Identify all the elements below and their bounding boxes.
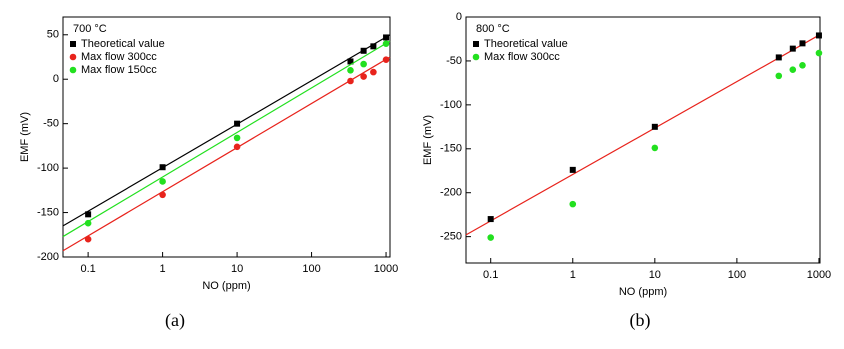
x-tick-label: 1000 (807, 269, 831, 281)
point (382, 40, 390, 47)
point (799, 40, 806, 47)
legend-marker (69, 53, 77, 61)
point (233, 134, 241, 142)
point (815, 49, 823, 57)
fit-line (62, 56, 391, 252)
y-tick-label: -250 (440, 231, 462, 243)
plot-frame (465, 16, 821, 264)
point (159, 191, 166, 199)
y-tick-label: -100 (37, 162, 59, 174)
fit-line (62, 40, 391, 238)
legend-label: Max flow 300cc (484, 51, 560, 63)
point (815, 32, 822, 39)
point (360, 60, 367, 68)
y-tick-label: -100 (440, 99, 462, 111)
y-tick-label: -200 (37, 251, 59, 263)
point (370, 43, 377, 50)
point (347, 58, 354, 65)
point (85, 211, 92, 218)
y-tick-label: -50 (446, 55, 462, 67)
x-tick-label: 10 (649, 269, 661, 281)
point (234, 120, 241, 127)
caption: (b) (630, 310, 651, 331)
point (360, 73, 367, 80)
point (347, 77, 354, 85)
x-tick-label: 100 (728, 269, 746, 281)
x-tick-label: 1 (160, 263, 166, 275)
point (789, 66, 797, 74)
point (775, 54, 782, 61)
point (84, 219, 92, 227)
point (370, 68, 377, 76)
x-tick-label: 1000 (374, 263, 398, 275)
point (233, 143, 241, 151)
legend-marker (69, 66, 77, 74)
y-tick-label: -150 (440, 143, 462, 155)
legend-marker (472, 53, 480, 61)
y-tick-label: -50 (43, 118, 59, 130)
plot-frame (62, 16, 391, 258)
y-tick-label: 0 (456, 11, 462, 23)
caption: (a) (165, 310, 185, 331)
y-tick-label: 0 (53, 73, 59, 85)
fit-line (465, 34, 821, 236)
fit-line (62, 34, 391, 227)
legend-label: Max flow 150cc (81, 64, 157, 76)
x-axis-label: NO (ppm) (202, 280, 250, 292)
point (347, 67, 354, 74)
point (159, 164, 166, 171)
legend-marker (70, 41, 76, 47)
legend-label: Max flow 300cc (81, 51, 157, 63)
x-tick-label: 100 (302, 263, 320, 275)
point (789, 45, 796, 52)
point (799, 62, 806, 69)
x-tick-label: 10 (231, 263, 243, 275)
x-tick-label: 0.1 (80, 263, 95, 275)
point (487, 216, 494, 223)
annotation: 700 °C (73, 23, 107, 35)
x-axis-label: NO (ppm) (619, 286, 667, 298)
point (159, 178, 166, 185)
point (775, 72, 783, 80)
point (569, 166, 576, 173)
legend-marker (473, 41, 479, 47)
point (651, 123, 658, 130)
y-tick-label: -200 (440, 187, 462, 199)
point (487, 234, 495, 241)
y-tick-label: -150 (37, 206, 59, 218)
x-tick-label: 0.1 (483, 269, 498, 281)
point (383, 34, 390, 41)
legend-label: Theoretical value (484, 38, 568, 50)
point (569, 200, 577, 208)
y-axis-label: EMF (mV) (19, 112, 31, 162)
point (651, 144, 659, 152)
annotation: 800 °C (476, 23, 510, 35)
legend-label: Theoretical value (81, 38, 165, 50)
x-tick-label: 1 (570, 269, 576, 281)
point (360, 47, 367, 54)
point (382, 56, 390, 63)
y-tick-label: 50 (47, 29, 59, 41)
y-axis-label: EMF (mV) (422, 115, 434, 165)
point (84, 235, 92, 243)
